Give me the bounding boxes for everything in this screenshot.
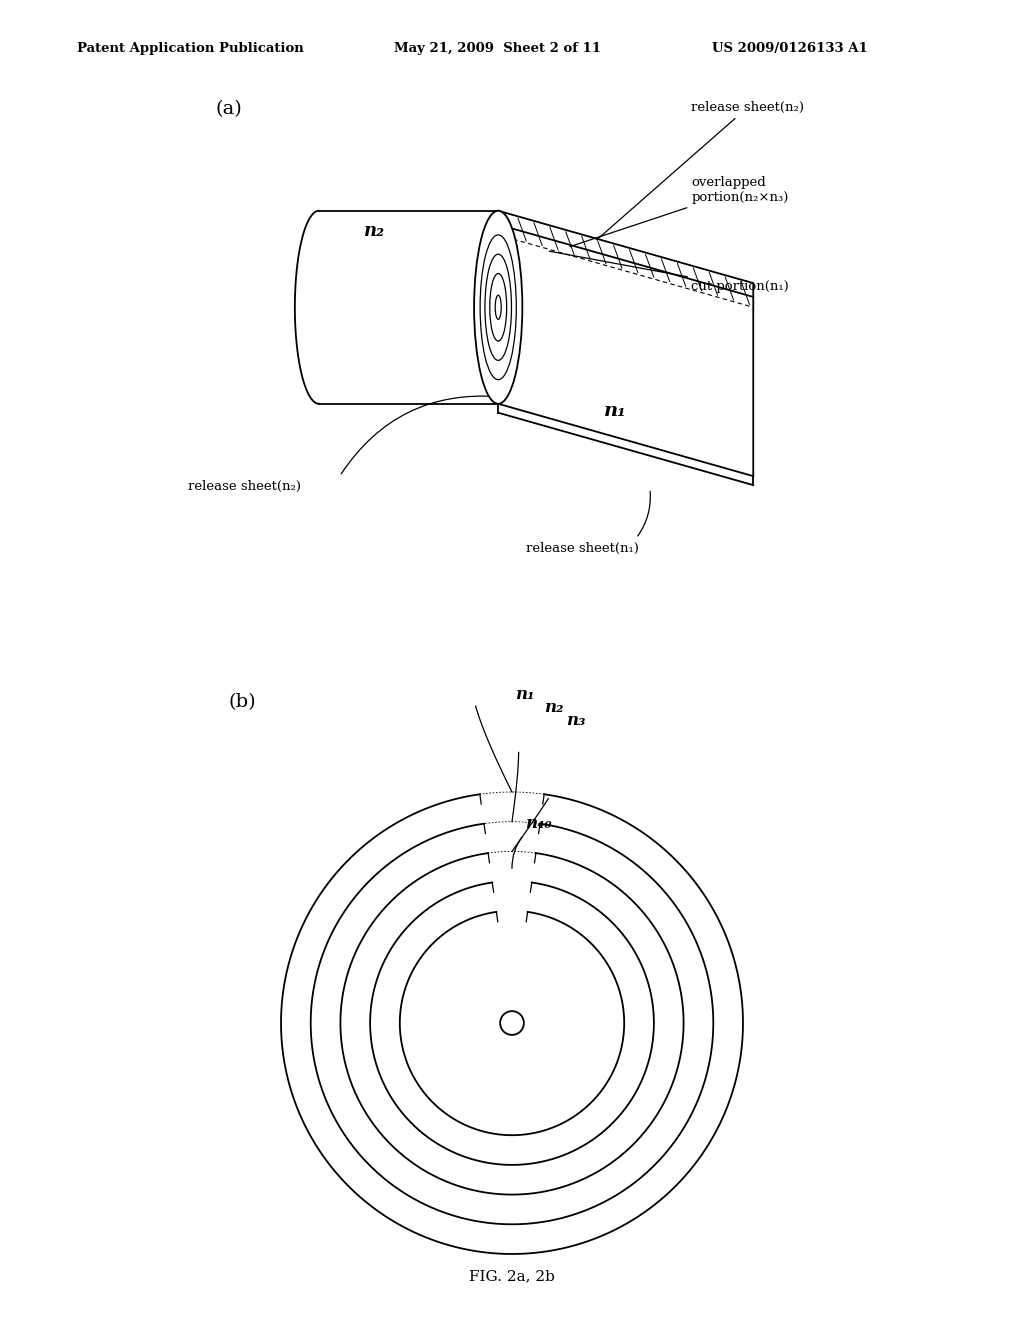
Text: n₃: n₃ <box>566 713 586 729</box>
Text: n₂: n₂ <box>364 223 385 240</box>
Text: n₁: n₁ <box>604 401 627 420</box>
Text: release sheet(n₂): release sheet(n₂) <box>597 100 804 240</box>
Text: (b): (b) <box>228 693 256 711</box>
Text: (a): (a) <box>216 100 243 119</box>
Text: cut portion(n₁): cut portion(n₁) <box>549 251 788 293</box>
Text: n₂: n₂ <box>544 700 563 715</box>
Text: release sheet(n₁): release sheet(n₁) <box>525 543 639 554</box>
Circle shape <box>500 1011 524 1035</box>
Text: May 21, 2009  Sheet 2 of 11: May 21, 2009 Sheet 2 of 11 <box>394 42 601 55</box>
Text: US 2009/0126133 A1: US 2009/0126133 A1 <box>712 42 867 55</box>
Ellipse shape <box>496 296 501 319</box>
Text: Patent Application Publication: Patent Application Publication <box>77 42 303 55</box>
Text: overlapped
portion(n₂×n₃): overlapped portion(n₂×n₃) <box>569 176 788 247</box>
Text: n₄₀: n₄₀ <box>512 814 552 869</box>
Ellipse shape <box>474 211 522 404</box>
Text: n₁: n₁ <box>515 686 535 702</box>
Text: release sheet(n₂): release sheet(n₂) <box>188 480 301 492</box>
Text: FIG. 2a, 2b: FIG. 2a, 2b <box>469 1269 555 1283</box>
Polygon shape <box>499 211 754 477</box>
